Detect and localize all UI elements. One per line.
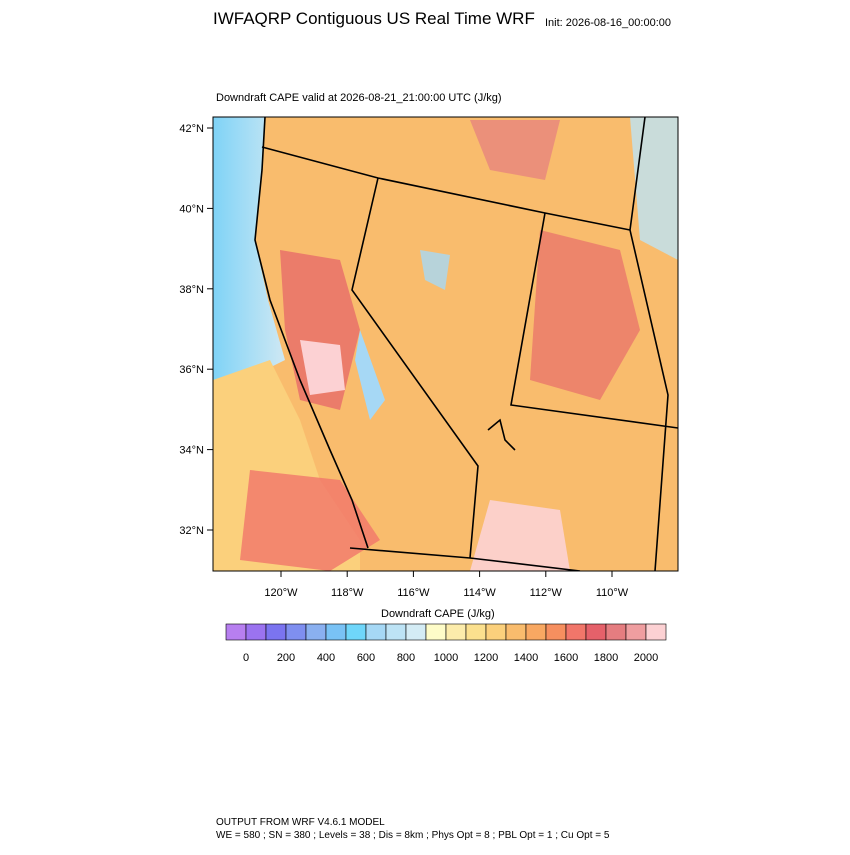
init-time: Init: 2026-08-16_00:00:00 (545, 17, 671, 29)
subtitle: Downdraft CAPE valid at 2026-08-21_21:00… (216, 92, 502, 104)
colorbar-box (365, 623, 387, 641)
colorbar-box (645, 623, 667, 641)
lon-tick-label: 114°W (463, 587, 496, 599)
colorbar-box (445, 623, 467, 641)
lon-tick-label: 118°W (331, 587, 364, 599)
colorbar-box (605, 623, 627, 641)
colorbar-label: 1800 (594, 652, 618, 664)
map-field (213, 117, 678, 571)
colorbar-box (265, 623, 287, 641)
title: IWFAQRP Contiguous US Real Time WRF (213, 9, 535, 28)
lat-tick-label: 42°N (179, 123, 204, 135)
colorbar-label: 1400 (514, 652, 538, 664)
colorbar-label: 1600 (554, 652, 578, 664)
map-frame (212, 116, 679, 572)
colorbar-box (525, 623, 547, 641)
colorbar-box (585, 623, 607, 641)
lat-tick-label: 32°N (179, 525, 204, 537)
colorbar-label: 200 (277, 652, 295, 664)
colorbar-label: 800 (397, 652, 415, 664)
colorbar-box (245, 623, 267, 641)
colorbar-box (225, 623, 247, 641)
footer-line: WE = 580 ; SN = 380 ; Levels = 38 ; Dis … (216, 830, 610, 841)
lat-tick-label: 38°N (179, 284, 204, 296)
colorbar-label: 2000 (634, 652, 658, 664)
colorbar-title: Downdraft CAPE (J/kg) (381, 608, 495, 620)
colorbar-label: 600 (357, 652, 375, 664)
lon-tick-label: 120°W (264, 587, 298, 599)
colorbar-box (345, 623, 367, 641)
colorbar-label: 0 (243, 652, 249, 664)
colorbar-box (325, 623, 347, 641)
lat-tick-label: 34°N (179, 445, 204, 457)
colorbar-label: 1200 (474, 652, 498, 664)
lat-tick-label: 36°N (179, 364, 204, 376)
lon-tick-label: 112°W (530, 587, 563, 599)
colorbar-box (565, 623, 587, 641)
colorbar-box (485, 623, 507, 641)
colorbar-label: 400 (317, 652, 335, 664)
colorbar-box (305, 623, 327, 641)
colorbar-label: 1000 (434, 652, 458, 664)
colorbar-box (405, 623, 427, 641)
colorbar-box (625, 623, 647, 641)
colorbar-box (285, 623, 307, 641)
lon-tick-label: 110°W (596, 587, 629, 599)
colorbar-box (425, 623, 447, 641)
colorbar-box (545, 623, 567, 641)
lon-tick-label: 116°W (397, 587, 430, 599)
colorbar-box (465, 623, 487, 641)
footer-line: OUTPUT FROM WRF V4.6.1 MODEL (216, 817, 385, 828)
colorbar-box (505, 623, 527, 641)
lat-tick-label: 40°N (179, 203, 204, 215)
colorbar-box (385, 623, 407, 641)
